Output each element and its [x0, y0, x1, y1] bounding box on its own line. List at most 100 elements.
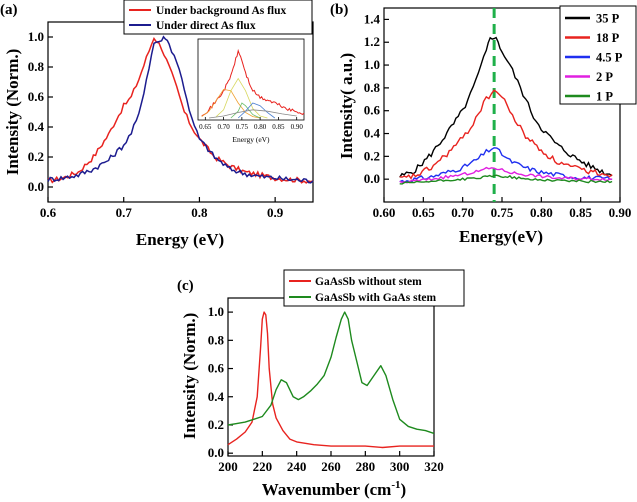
x-tick-label: 0.85	[569, 205, 592, 220]
x-tick-label: 0.9	[267, 205, 284, 220]
series-line-2-p	[399, 166, 613, 184]
legend-label: 18 P	[596, 31, 620, 45]
panel-b: (b) 0.0 0.2 0.4 0.6 0.8 1.0 1.2 1.4 0.60 0.65 0.7…	[330, 2, 637, 246]
panel-b-series	[399, 36, 613, 185]
series-line-35-p	[399, 36, 613, 178]
series-line-background-flux	[47, 36, 314, 184]
x-tick-label: 320	[424, 459, 444, 474]
panel-b-legend: 35 P 18 P 4.5 P 2 P 1 P	[559, 5, 637, 105]
y-tick-label: 0.8	[208, 332, 225, 347]
legend-label-without-stem: GaAsSb without stem	[315, 276, 422, 288]
x-tick-label: 220	[253, 459, 273, 474]
panel-a-y-label: Intensity (Norm.)	[3, 49, 22, 176]
x-tick-label: 0.65	[412, 205, 435, 220]
y-tick-label: 0.4	[28, 119, 45, 134]
panel-a-legend: Under background As flux Under direct As…	[123, 0, 313, 35]
x-tick-label: 280	[356, 459, 376, 474]
x-tick-label: 0.6	[40, 205, 57, 220]
y-tick-label: 0.8	[28, 59, 45, 74]
panel-c-x-axis: 200 220 240 260 280 300 320	[218, 451, 444, 474]
inset-series-line-fit-green	[230, 102, 261, 119]
y-tick-label: 0.0	[364, 171, 380, 186]
y-tick-label: 0.0	[208, 445, 224, 460]
panel-c-y-label: Intensity (Norm.)	[180, 313, 199, 440]
panel-b-legend-items: 35 P 18 P 4.5 P 2 P 1 P	[565, 12, 623, 104]
inset-frame	[197, 38, 305, 121]
x-tick-label: 0.7	[116, 205, 133, 220]
inset-x-tick-label: 0.85	[272, 123, 285, 131]
y-tick-label: 1.0	[28, 29, 44, 44]
legend-label-direct-flux: Under direct As flux	[156, 20, 256, 32]
panel-a-y-axis: 0.0 0.2 0.4 0.6 0.8 1.0	[28, 29, 53, 194]
x-tick-label: 0.80	[530, 205, 553, 220]
panel-c-x-label-end: )	[401, 480, 407, 499]
panel-a-label: (a)	[0, 2, 18, 18]
series-line-with-stem	[227, 311, 435, 435]
inset-series	[201, 48, 305, 119]
x-tick-label: 240	[287, 459, 307, 474]
panel-a-series	[47, 35, 314, 184]
inset-series-line-fit-gray	[208, 109, 297, 119]
legend-label: 4.5 P	[596, 51, 623, 65]
legend-label: 1 P	[596, 90, 613, 104]
panel-c-x-label-sup: -1	[391, 479, 400, 491]
inset-x-tick-label: 0.80	[254, 123, 267, 131]
inset-x-tick-label: 0.70	[217, 123, 230, 131]
y-tick-label: 0.6	[28, 89, 45, 104]
y-tick-label: 0.4	[364, 126, 381, 141]
inset-series-line-data	[201, 48, 305, 117]
inset-x-tick-label: 0.65	[199, 123, 212, 131]
panel-c-legend: GaAsSb without stem GaAsSb with GaAs ste…	[283, 269, 465, 307]
x-tick-label: 200	[218, 459, 238, 474]
panel-a-x-label: Energy (eV)	[136, 230, 224, 249]
y-tick-label: 1.4	[364, 11, 381, 26]
x-tick-label: 0.70	[451, 205, 474, 220]
y-tick-label: 1.2	[364, 34, 380, 49]
panel-c-series	[227, 311, 435, 449]
panel-c-x-label-main: Wavenumber (cm	[262, 480, 392, 499]
panel-b-label: (b)	[330, 2, 348, 18]
x-tick-label: 0.90	[609, 205, 632, 220]
panel-c-y-axis: 0.0 0.2 0.4 0.6 0.8 1.0	[208, 304, 233, 460]
panel-b-legend-box	[559, 5, 637, 105]
inset-x-label: Energy (eV)	[232, 135, 270, 144]
legend-label-background-flux: Under background As flux	[156, 5, 287, 17]
panel-c-legend-box	[283, 269, 465, 307]
y-tick-label: 0.8	[364, 80, 381, 95]
panel-c: (c) 0.0 0.2 0.4 0.6 0.8 1.0 200 220 240 260 280 30…	[177, 269, 465, 499]
panel-b-y-axis: 0.0 0.2 0.4 0.6 0.8 1.0 1.2 1.4	[364, 11, 389, 186]
x-tick-label: 0.60	[373, 205, 396, 220]
y-tick-label: 0.6	[364, 103, 381, 118]
y-tick-label: 1.0	[208, 304, 224, 319]
series-line-direct-flux	[47, 35, 314, 184]
y-tick-label: 0.0	[28, 179, 44, 194]
panel-b-x-axis: 0.60 0.65 0.70 0.75 0.80 0.85 0.90	[373, 197, 632, 220]
y-tick-label: 0.2	[28, 149, 44, 164]
series-line-18-p	[399, 89, 613, 180]
x-tick-label: 260	[321, 459, 341, 474]
inset-x-tick-label: 0.90	[291, 123, 304, 131]
panel-b-y-label: Intensity( a.u.)	[337, 53, 356, 159]
series-line-1-p	[399, 174, 613, 185]
y-tick-label: 1.0	[364, 57, 380, 72]
panel-c-x-label: Wavenumber (cm-1)	[262, 479, 406, 499]
y-tick-label: 0.2	[364, 148, 380, 163]
legend-label: 2 P	[596, 70, 613, 84]
inset-series-line-fit-blue	[237, 102, 276, 119]
y-tick-label: 0.6	[208, 361, 225, 376]
panel-a: (a) 0.0 0.2 0.4 0.6 0.8 1.0 0.6 0.7 0.8 0.9 Ener…	[0, 0, 314, 249]
panel-a-x-axis: 0.6 0.7 0.8 0.9	[40, 197, 284, 220]
legend-label: 35 P	[596, 12, 620, 26]
series-line-without-stem	[227, 311, 434, 449]
x-tick-label: 0.75	[491, 205, 514, 220]
panel-b-x-label: Energy(eV)	[459, 227, 543, 246]
panel-a-inset: 0.65 0.70 0.75 0.80 0.85 0.90 Energy (eV)	[197, 38, 305, 144]
panel-a-legend-box	[123, 0, 313, 35]
x-tick-label: 0.8	[191, 205, 208, 220]
panel-c-label: (c)	[177, 278, 194, 294]
inset-x-axis: 0.65 0.70 0.75 0.80 0.85 0.90	[199, 117, 303, 131]
legend-label-with-stem: GaAsSb with GaAs stem	[315, 292, 437, 304]
y-tick-label: 0.2	[208, 417, 224, 432]
x-tick-label: 300	[390, 459, 410, 474]
